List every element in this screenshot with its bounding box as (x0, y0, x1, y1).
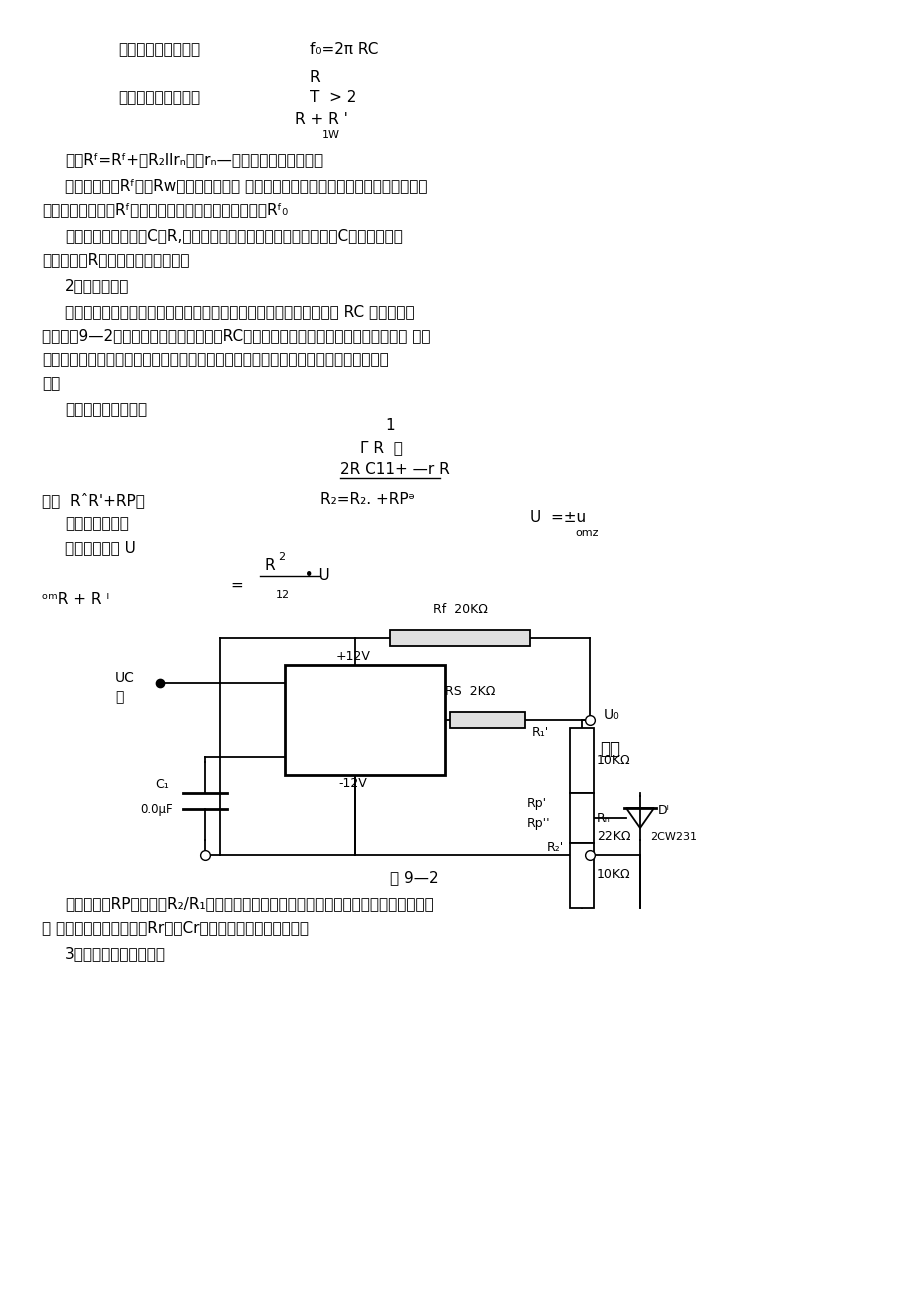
Text: 2R C11+ —r R: 2R C11+ —r R (340, 462, 449, 477)
Text: 互 不影响，则可通过改变Rr（或Cr）来实现振荡频率的调节。: 互 不影响，则可通过改变Rr（或Cr）来实现振荡频率的调节。 (42, 921, 309, 935)
Text: 0.0μF: 0.0μF (140, 802, 173, 815)
Text: 换，而调节R作量程内的频率细调。: 换，而调节R作量程内的频率细调。 (42, 253, 189, 267)
Text: omz: omz (574, 529, 598, 538)
Text: Rp'': Rp'' (527, 816, 550, 829)
Text: R: R (310, 70, 321, 85)
Text: 调节电位器RP（即改变R₂/R₁），可以改变振荡频率，但三角波的幅值随之变化。如要: 调节电位器RP（即改变R₂/R₁），可以改变振荡频率，但三角波的幅值随之变化。如… (65, 896, 433, 911)
Bar (570, 728, 594, 793)
Text: T  > 2: T > 2 (310, 90, 356, 105)
Text: • U: • U (295, 568, 329, 583)
Text: 电路的振荡频率为：: 电路的振荡频率为： (118, 42, 200, 57)
Text: =: = (230, 578, 243, 592)
Text: Dᴵ: Dᴵ (657, 805, 669, 816)
Bar (285, 665, 445, 775)
Text: f₀=2π RC: f₀=2π RC (310, 42, 378, 57)
Text: 部分。图9—2所示为由迟回比较器及简单RC积分电路组成的方波一三角波发生器，它 的特: 部分。图9—2所示为由迟回比较器及简单RC积分电路组成的方波一三角波发生器，它 … (42, 328, 430, 342)
Text: 式中  RˆR'+RP，: 式中 RˆR'+RP， (42, 492, 144, 508)
Text: +12V: +12V (335, 650, 370, 663)
Text: 调整反馈电阻Rᶠ（调Rw），使电路起振 且波形失真最小。如不能起振，则说明负反馈: 调整反馈电阻Rᶠ（调Rw），使电路起振 且波形失真最小。如不能起振，则说明负反馈 (65, 178, 427, 193)
Text: 2: 2 (278, 552, 285, 562)
Text: R₂': R₂' (547, 841, 563, 854)
Text: 该电路的振荡频率：: 该电路的振荡频率： (65, 402, 147, 417)
Text: -12V: -12V (338, 777, 367, 790)
Text: ▶: ▶ (324, 720, 335, 733)
Text: UC: UC (115, 671, 135, 685)
Text: 2CW231: 2CW231 (650, 832, 697, 842)
Text: ᵒᵐR + R ᴵ: ᵒᵐR + R ᴵ (42, 592, 109, 607)
Text: 10KΩ: 10KΩ (596, 754, 630, 767)
Text: 起振的幅值条件为：: 起振的幅值条件为： (118, 90, 200, 105)
Text: R + R ': R + R ' (295, 112, 347, 128)
Text: 点是线路简单，但三角波的线性度较差。主要用于产生方波，或对三角波要求不高的场: 点是线路简单，但三角波的线性度较差。主要用于产生方波，或对三角波要求不高的场 (42, 352, 389, 367)
Text: 改变选频网络的参数C或R,即可调节振荡频率。一般采用改变电容C作频率量程切: 改变选频网络的参数C或R,即可调节振荡频率。一般采用改变电容C作频率量程切 (65, 228, 403, 243)
Text: Γ R  、: Γ R 、 (359, 440, 403, 454)
Text: 3．三角波和方波发生器: 3．三角波和方波发生器 (65, 947, 165, 961)
Text: ㎾: ㎾ (115, 690, 123, 704)
Text: RS  2KΩ: RS 2KΩ (445, 685, 494, 698)
Bar (449, 712, 525, 728)
Text: 1: 1 (384, 418, 394, 434)
Text: C₁: C₁ (154, 779, 168, 792)
Text: 由集成运放构成的方波发生器和三角波发生器，一般均包括比较器和 RC 积分器两大: 由集成运放构成的方波发生器和三角波发生器，一般均包括比较器和 RC 积分器两大 (65, 303, 414, 319)
Text: ⎌⎌: ⎌⎌ (599, 740, 619, 758)
Text: ∞: ∞ (336, 719, 348, 733)
Text: R: R (265, 559, 276, 573)
Text: 太强，应适当加大Rᶠ；如波形失真严重，则应适当减小Rᶠ₀: 太强，应适当加大Rᶠ；如波形失真严重，则应适当减小Rᶠ₀ (42, 202, 288, 217)
Text: 图 9—2: 图 9—2 (390, 870, 438, 885)
Text: 22KΩ: 22KΩ (596, 829, 630, 842)
Text: -: - (295, 680, 301, 698)
Text: 10KΩ: 10KΩ (596, 868, 630, 881)
Bar (570, 793, 594, 842)
Text: U₀: U₀ (604, 708, 619, 723)
Text: Rp': Rp' (527, 797, 547, 810)
Text: U  =±u: U =±u (529, 510, 585, 525)
Bar (570, 842, 594, 907)
Text: 方波的输出幅值: 方波的输出幅值 (65, 516, 129, 531)
Text: R₂=R₂. +RPᵊ: R₂=R₂. +RPᵊ (320, 492, 414, 506)
Text: 1W: 1W (322, 130, 340, 141)
Text: 2．方波发生器: 2．方波发生器 (65, 279, 130, 293)
Text: 合。: 合。 (42, 376, 60, 391)
Text: Rₙ: Rₙ (596, 811, 610, 824)
Text: 12: 12 (276, 590, 289, 600)
Text: +: + (295, 754, 312, 772)
Text: 三角波的幅值 U: 三角波的幅值 U (65, 540, 136, 555)
Text: Rf  20KΩ: Rf 20KΩ (432, 603, 487, 616)
Text: R₁': R₁' (531, 727, 549, 740)
Text: 式中Rᶠ=Rᶠ+（R₂llrₙ），rₙ—二极管正向导通电阻。: 式中Rᶠ=Rᶠ+（R₂llrₙ），rₙ—二极管正向导通电阻。 (65, 152, 323, 167)
Bar (390, 630, 529, 646)
